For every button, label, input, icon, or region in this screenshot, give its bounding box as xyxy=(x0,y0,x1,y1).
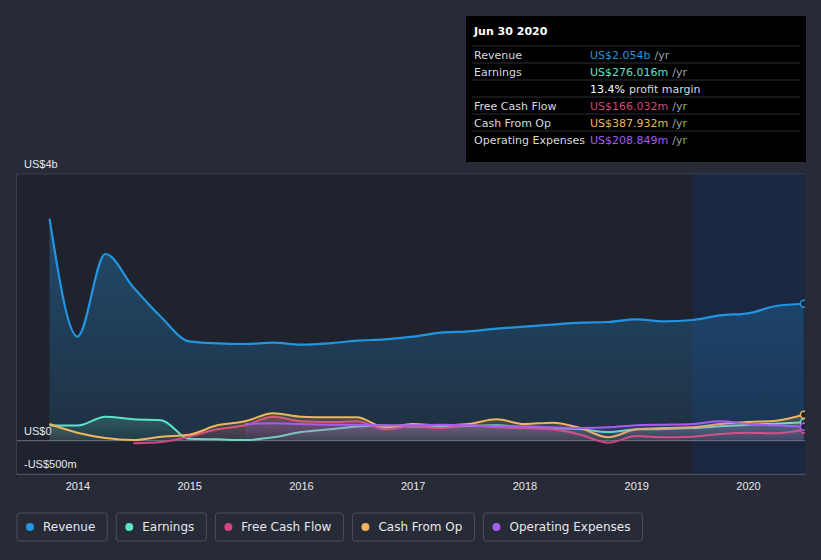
x-tick-label: 2018 xyxy=(513,480,537,492)
y-tick-label: US$4b xyxy=(24,158,58,170)
y-axis-line xyxy=(16,175,17,475)
tooltip-value: US$387.932m xyxy=(590,117,668,130)
y-tick-label: -US$500m xyxy=(24,458,77,470)
legend-item[interactable]: Cash From Op xyxy=(352,513,474,541)
tooltip-divider xyxy=(472,114,800,115)
legend-item[interactable]: Operating Expenses xyxy=(483,513,642,541)
legend-label: Revenue xyxy=(43,520,95,534)
plot-background xyxy=(16,174,805,474)
x-tick-label: 2015 xyxy=(177,480,201,492)
series-area xyxy=(245,421,804,440)
x-tick-label: 2017 xyxy=(401,480,425,492)
x-tick: 2015 xyxy=(177,474,201,492)
tooltip-divider xyxy=(472,63,800,64)
series-end-point xyxy=(800,300,805,307)
legend-swatch xyxy=(492,523,500,531)
x-tick-label: 2016 xyxy=(289,480,313,492)
legend-item[interactable]: Earnings xyxy=(116,513,206,541)
x-tick: 2019 xyxy=(625,474,649,492)
legend-label: Free Cash Flow xyxy=(241,520,331,534)
tooltip-divider xyxy=(472,46,800,47)
tooltip-unit: /yr xyxy=(672,134,687,147)
y-tick: US$4b xyxy=(16,158,58,174)
y-tick: US$0 xyxy=(16,425,52,441)
y-tick: -US$500m xyxy=(16,458,77,474)
chart: -US$500mUS$0US$4b20142015201620172018201… xyxy=(0,0,821,560)
tooltip-value: US$276.016m xyxy=(590,66,668,79)
x-tick: 2018 xyxy=(513,474,537,492)
tooltip-title: Jun 30 2020 xyxy=(473,25,548,38)
x-tick: 2017 xyxy=(401,474,425,492)
tooltip-value: US$166.032m xyxy=(590,100,668,113)
tooltip-value: 13.4% xyxy=(590,83,625,96)
tooltip-divider xyxy=(472,80,800,81)
legend-swatch xyxy=(224,523,232,531)
legend-swatch xyxy=(125,523,133,531)
series-area xyxy=(50,413,804,440)
tooltip-unit: /yr xyxy=(672,117,687,130)
x-axis-line xyxy=(17,474,806,475)
legend-label: Earnings xyxy=(142,520,194,534)
background xyxy=(0,0,821,560)
tooltip-label: Revenue xyxy=(474,49,522,62)
legend-box[interactable] xyxy=(352,513,474,541)
tooltip-value: US$2.054b xyxy=(590,49,651,62)
x-tick-label: 2020 xyxy=(736,480,760,492)
tooltip-label: Earnings xyxy=(474,66,522,79)
legend-swatch xyxy=(26,523,34,531)
legend-label: Operating Expenses xyxy=(509,520,630,534)
grid-line xyxy=(16,474,805,475)
x-axis: 2014 2015 2016 2017 2018 2019 2020 xyxy=(17,474,806,492)
tooltip-unit: /yr xyxy=(672,100,687,113)
tooltip-divider xyxy=(472,131,800,132)
tooltip-label: Cash From Op xyxy=(474,117,551,130)
tooltip-unit: /yr xyxy=(672,66,687,79)
legend-box[interactable] xyxy=(215,513,343,541)
grid-line xyxy=(16,174,805,175)
series-end-point xyxy=(800,423,805,430)
legend-item[interactable]: Revenue xyxy=(17,513,107,541)
series-line xyxy=(50,219,804,345)
legend-box[interactable] xyxy=(17,513,107,541)
grid xyxy=(16,174,805,474)
plot-area xyxy=(50,219,805,444)
y-tick-label: US$0 xyxy=(24,425,52,437)
series-end-point xyxy=(800,411,805,418)
tooltip-value: US$208.849m xyxy=(590,134,668,147)
x-tick: 2016 xyxy=(289,474,313,492)
tooltip: Jun 30 2020 Revenue US$2.054b/yr Earnings US… xyxy=(466,16,806,162)
tooltip-label: Free Cash Flow xyxy=(474,100,557,113)
x-tick: 2020 xyxy=(736,474,760,492)
tooltip-divider xyxy=(472,97,800,98)
legend-box[interactable] xyxy=(116,513,206,541)
tooltip-label: Operating Expenses xyxy=(474,134,585,147)
tooltip-unit: /yr xyxy=(655,49,670,62)
legend: Revenue Earnings Free Cash Flow Cash From O… xyxy=(17,513,642,541)
legend-item[interactable]: Free Cash Flow xyxy=(215,513,343,541)
legend-swatch xyxy=(361,523,369,531)
x-tick: 2014 xyxy=(66,474,90,492)
tooltip-unit: profit margin xyxy=(629,83,701,96)
series-line xyxy=(50,413,804,440)
tooltip-background xyxy=(466,16,806,162)
x-tick-label: 2014 xyxy=(66,480,90,492)
legend-box[interactable] xyxy=(483,513,642,541)
series-area xyxy=(50,219,804,441)
x-tick-label: 2019 xyxy=(625,480,649,492)
legend-label: Cash From Op xyxy=(378,520,462,534)
series-line xyxy=(245,421,804,428)
